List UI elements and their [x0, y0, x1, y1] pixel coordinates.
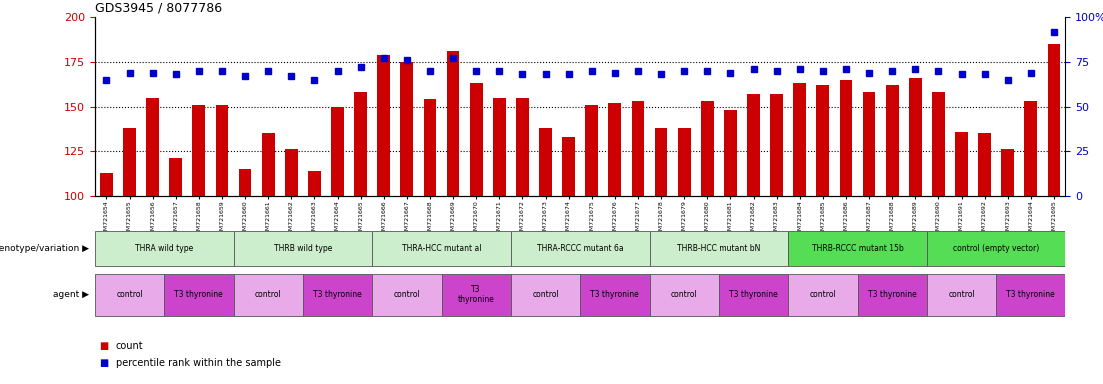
Bar [816, 85, 829, 196]
Bar [493, 98, 505, 196]
Bar [650, 231, 789, 266]
Text: control (empty vector): control (empty vector) [953, 244, 1039, 253]
Bar [147, 98, 159, 196]
Bar [793, 83, 806, 196]
Text: T3 thyronine: T3 thyronine [590, 290, 640, 299]
Bar [927, 231, 1065, 266]
Bar [586, 105, 598, 196]
Text: T3 thyronine: T3 thyronine [313, 290, 362, 299]
Bar [539, 128, 552, 196]
Bar [234, 231, 372, 266]
Bar [863, 92, 876, 196]
Text: GDS3945 / 8077786: GDS3945 / 8077786 [95, 2, 222, 15]
Text: control: control [671, 290, 697, 299]
Bar [215, 105, 228, 196]
Bar [193, 105, 205, 196]
Bar [724, 110, 737, 196]
Text: control: control [949, 290, 975, 299]
Bar [563, 137, 575, 196]
Bar [308, 171, 321, 196]
Bar [1025, 101, 1037, 196]
Bar [770, 94, 783, 196]
Bar [839, 80, 853, 196]
Text: control: control [116, 290, 143, 299]
Bar [955, 132, 967, 196]
Bar [700, 101, 714, 196]
Text: percentile rank within the sample: percentile rank within the sample [116, 358, 281, 368]
Bar [747, 94, 760, 196]
Bar [632, 101, 644, 196]
Bar [678, 128, 690, 196]
Bar [441, 273, 511, 316]
Bar [470, 83, 482, 196]
Text: agent ▶: agent ▶ [53, 290, 89, 299]
Bar [511, 273, 580, 316]
Bar [400, 62, 414, 196]
Bar [285, 149, 298, 196]
Text: T3
thyronine: T3 thyronine [458, 285, 494, 305]
Text: THRA wild type: THRA wild type [135, 244, 193, 253]
Bar [978, 133, 990, 196]
Text: genotype/variation ▶: genotype/variation ▶ [0, 244, 89, 253]
Bar [354, 92, 367, 196]
Bar [789, 273, 857, 316]
Bar [424, 99, 437, 196]
Bar [170, 158, 182, 196]
Bar [511, 231, 650, 266]
Bar [1048, 44, 1060, 196]
Bar [580, 273, 650, 316]
Text: control: control [810, 290, 836, 299]
Text: THRB wild type: THRB wild type [274, 244, 332, 253]
Bar [789, 231, 927, 266]
Text: T3 thyronine: T3 thyronine [868, 290, 917, 299]
Text: ■: ■ [99, 341, 108, 351]
Bar [261, 133, 275, 196]
Text: THRA-HCC mutant al: THRA-HCC mutant al [401, 244, 481, 253]
Text: ■: ■ [99, 358, 108, 368]
Bar [95, 273, 164, 316]
Bar [516, 98, 528, 196]
Bar [609, 103, 621, 196]
Bar [234, 273, 303, 316]
Text: control: control [394, 290, 420, 299]
Bar [372, 273, 441, 316]
Bar [331, 107, 344, 196]
Bar [927, 273, 996, 316]
Bar [996, 273, 1065, 316]
Text: count: count [116, 341, 143, 351]
Bar [238, 169, 251, 196]
Bar [95, 231, 234, 266]
Bar [719, 273, 789, 316]
Bar [372, 231, 511, 266]
Bar [857, 273, 927, 316]
Bar [164, 273, 234, 316]
Bar [932, 92, 945, 196]
Bar [100, 173, 113, 196]
Text: THRA-RCCC mutant 6a: THRA-RCCC mutant 6a [537, 244, 623, 253]
Bar [1002, 149, 1014, 196]
Bar [909, 78, 922, 196]
Text: T3 thyronine: T3 thyronine [729, 290, 778, 299]
Text: THRB-HCC mutant bN: THRB-HCC mutant bN [677, 244, 761, 253]
Text: T3 thyronine: T3 thyronine [174, 290, 223, 299]
Bar [124, 128, 136, 196]
Text: THRB-RCCC mutant 15b: THRB-RCCC mutant 15b [812, 244, 903, 253]
Text: T3 thyronine: T3 thyronine [1006, 290, 1056, 299]
Text: control: control [255, 290, 281, 299]
Text: control: control [532, 290, 559, 299]
Bar [447, 51, 460, 196]
Bar [303, 273, 372, 316]
Bar [886, 85, 899, 196]
Bar [650, 273, 719, 316]
Bar [377, 55, 390, 196]
Bar [655, 128, 667, 196]
